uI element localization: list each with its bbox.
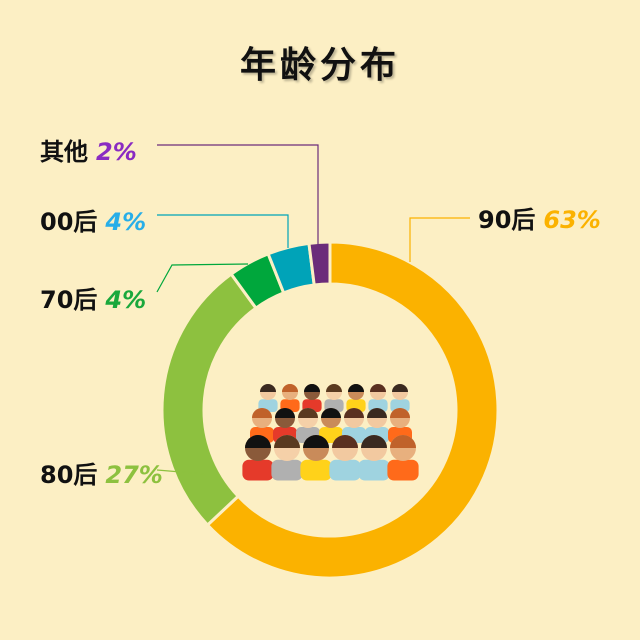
person-hair: [303, 435, 329, 448]
label-other: 其他 2%: [40, 138, 137, 166]
person-hair: [304, 384, 320, 392]
slice-4: [307, 240, 332, 287]
person-hair: [298, 408, 318, 418]
chart-title: 年龄分布: [239, 45, 400, 86]
person-body: [242, 459, 274, 481]
person-hair: [344, 408, 364, 418]
person-body: [300, 459, 332, 481]
leader-line-0: [409, 217, 470, 262]
leader-line-1: [156, 469, 206, 475]
person-hair: [275, 408, 295, 418]
person-hair: [326, 384, 342, 392]
person-body: [329, 459, 361, 481]
person-body: [271, 459, 303, 481]
leader-line-3: [157, 214, 289, 248]
person-hair: [274, 435, 300, 448]
person-hair: [260, 384, 276, 392]
label-80: 80后 27%: [40, 461, 163, 489]
person-body: [358, 459, 390, 481]
label-90: 90后 63%: [478, 206, 601, 234]
slice-1: [160, 271, 259, 528]
label-00: 00后 4%: [40, 208, 147, 236]
person-body: [390, 399, 410, 412]
person-hair: [361, 435, 387, 448]
person-hair: [348, 384, 364, 392]
person-hair: [245, 435, 271, 448]
person-hair: [390, 408, 410, 418]
leader-line-4: [157, 144, 319, 245]
slice-0: [205, 240, 500, 580]
label-70: 70后 4%: [40, 286, 147, 314]
person-body: [387, 459, 419, 481]
person-hair: [332, 435, 358, 448]
person-hair: [392, 384, 408, 392]
person-hair: [282, 384, 298, 392]
person-hair: [252, 408, 272, 418]
crowd-illustration: [242, 384, 419, 481]
person-hair: [367, 408, 387, 418]
person-hair: [370, 384, 386, 392]
person-hair: [390, 435, 416, 448]
person-hair: [321, 408, 341, 418]
leader-line-2: [156, 263, 249, 293]
